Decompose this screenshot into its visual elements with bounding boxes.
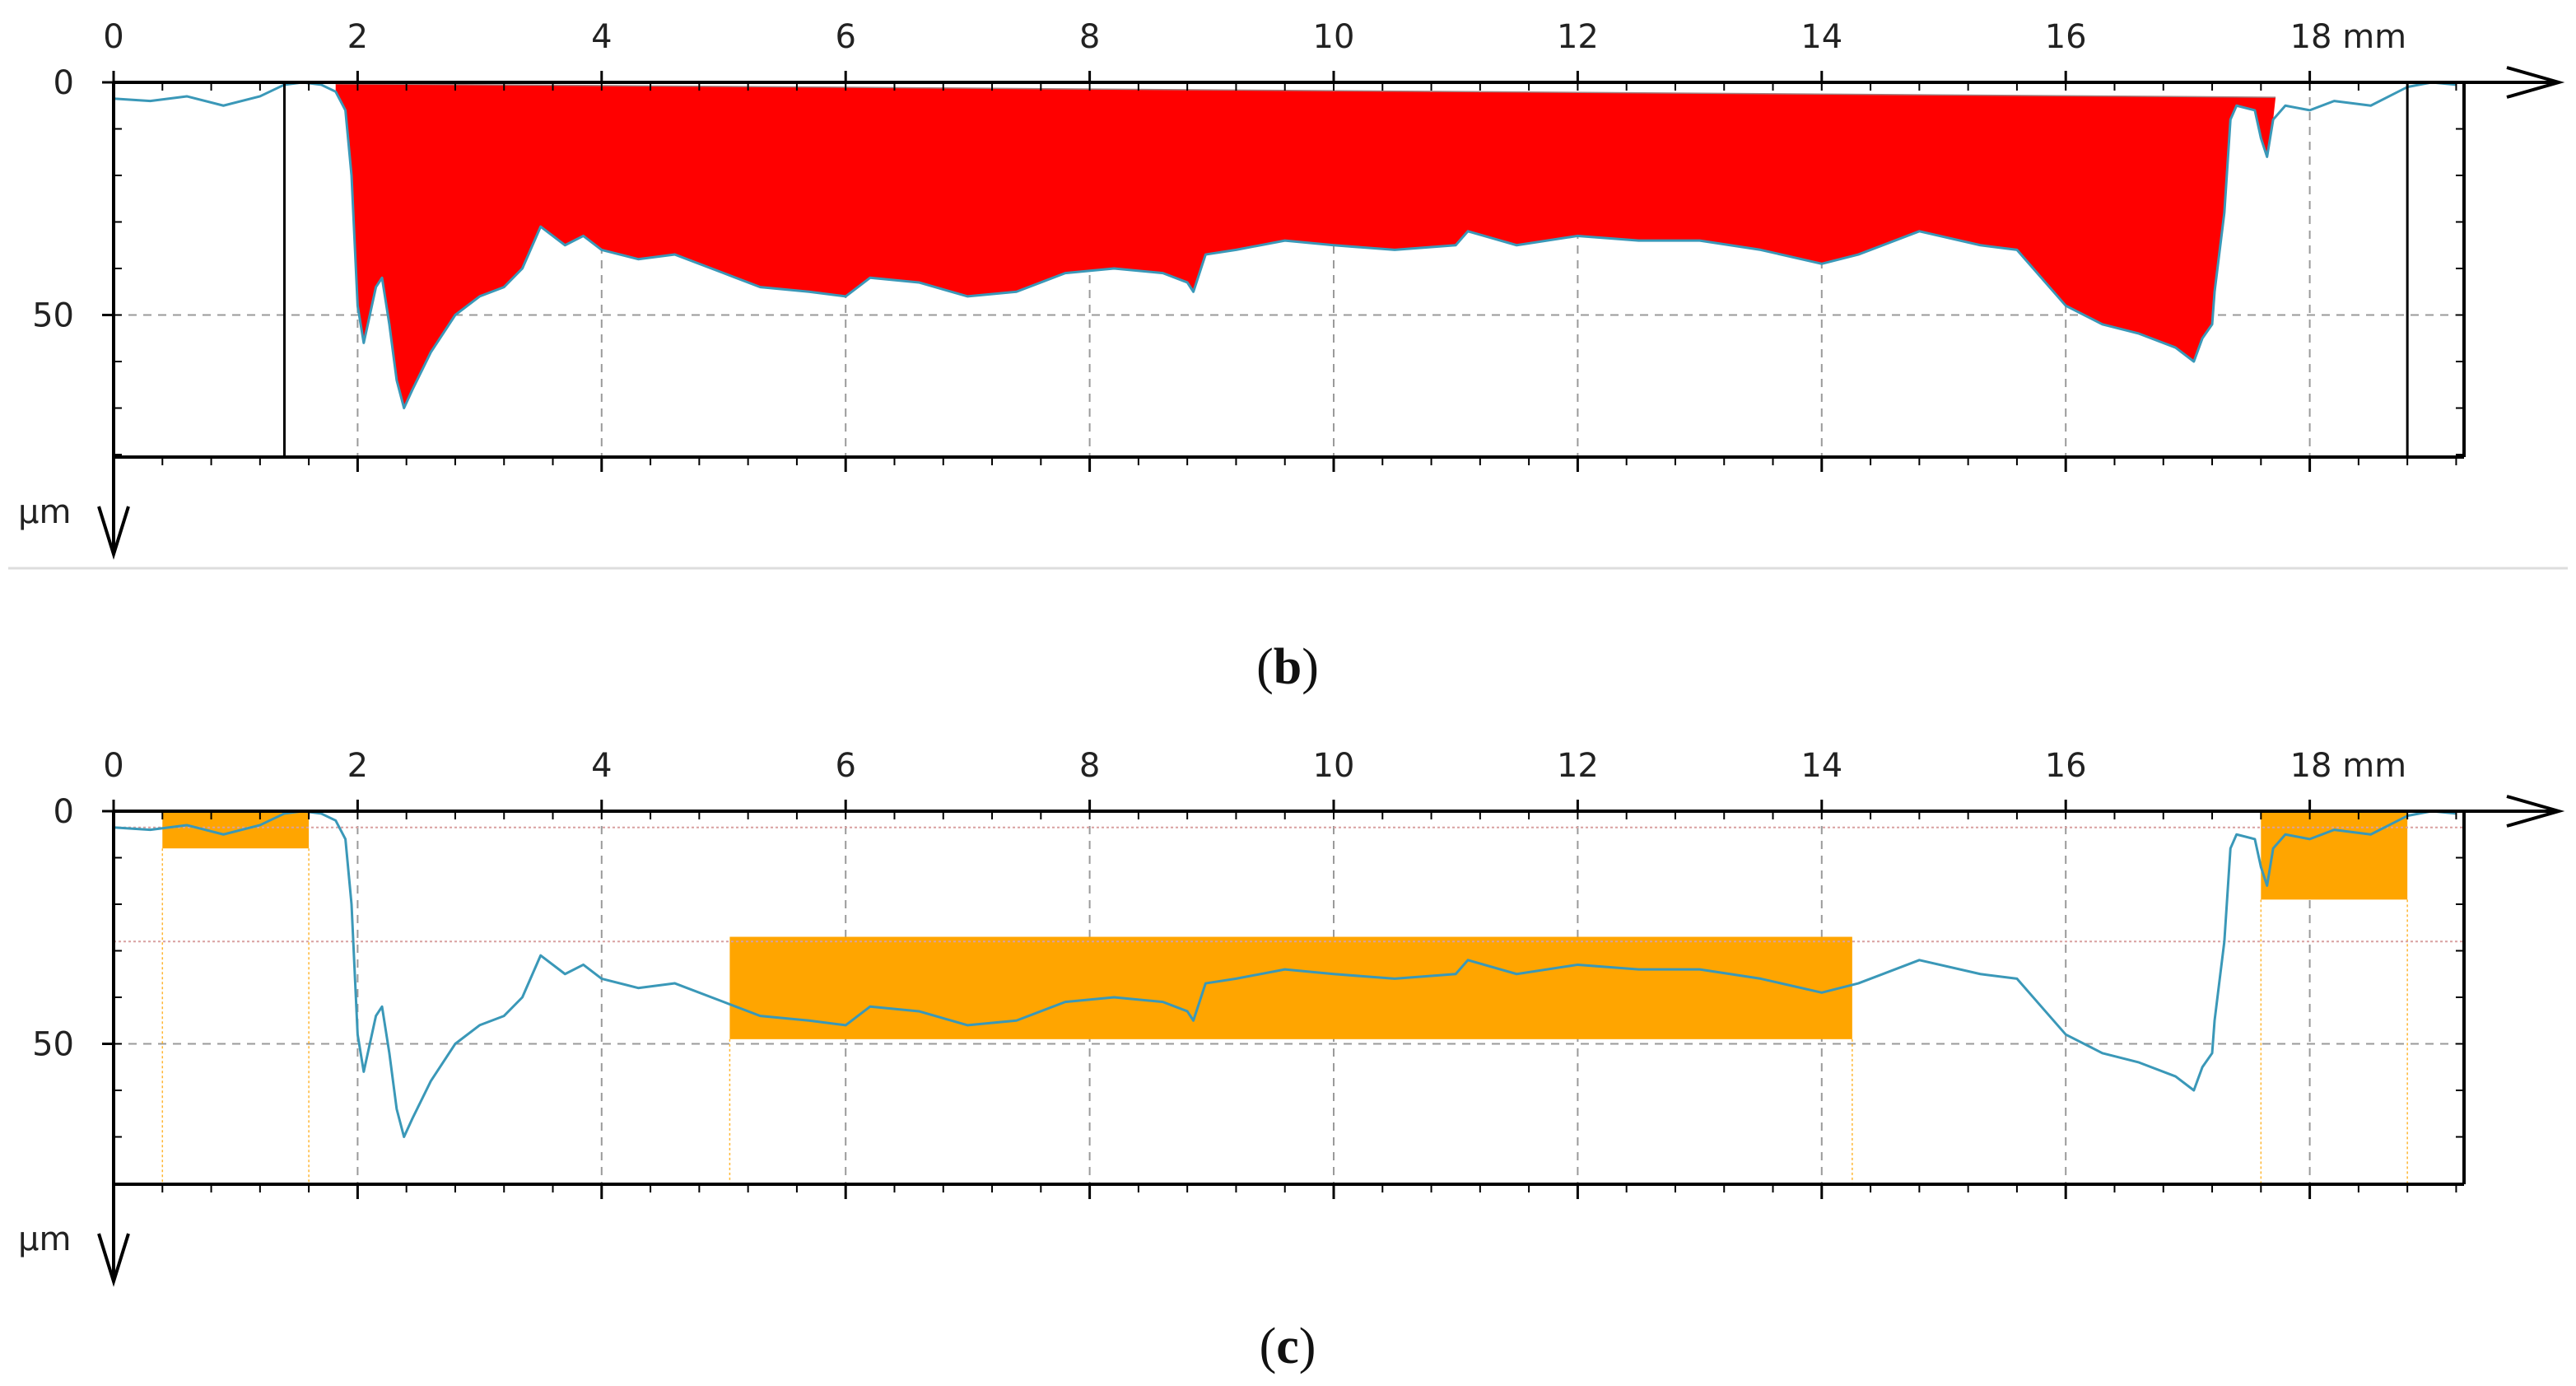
- caption-c: (c): [1260, 1318, 1316, 1374]
- x-tick-label: 10: [1313, 747, 1355, 785]
- x-tick-label: 14: [1800, 18, 1842, 56]
- x-tick-label: 6: [835, 18, 855, 56]
- x-axis-arrow: [2506, 66, 2565, 99]
- y-tick-label: 0: [54, 793, 74, 831]
- x-tick-label: 18 mm: [2290, 18, 2407, 56]
- x-tick-label: 8: [1079, 18, 1100, 56]
- caption-b-open: (: [1256, 639, 1274, 695]
- x-tick-label: 16: [2045, 747, 2087, 785]
- filled-area: [335, 83, 2276, 408]
- profile-line: [113, 810, 2457, 1138]
- profile-line: [113, 81, 2457, 409]
- x-tick-label: 4: [591, 747, 612, 785]
- x-tick-label: 16: [2045, 18, 2087, 56]
- x-tick-label: 12: [1557, 747, 1599, 785]
- caption-c-close: ): [1299, 1318, 1316, 1374]
- y-tick-label: 50: [32, 1026, 74, 1064]
- x-tick-label: 0: [103, 18, 123, 56]
- caption-b: (b): [1256, 639, 1319, 695]
- y-unit-label: µm: [18, 1220, 71, 1258]
- reference-line: [335, 82, 2276, 98]
- y-tick-label: 0: [54, 64, 74, 102]
- caption-c-letter: c: [1276, 1318, 1299, 1374]
- x-tick-label: 14: [1800, 747, 1842, 785]
- panel-c-chart: 0 2 4 6 8 10 12 14 16 18 mm 0 50 µm: [18, 747, 2565, 1287]
- x-tick-label: 0: [103, 747, 123, 785]
- y-tick-label: 50: [32, 297, 74, 335]
- y-axis-arrow: [97, 1233, 130, 1287]
- x-tick-label: 6: [835, 747, 855, 785]
- highlight-box: [162, 811, 310, 849]
- y-axis-arrow: [97, 506, 130, 560]
- x-tick-label: 10: [1313, 18, 1355, 56]
- x-tick-label: 2: [347, 747, 368, 785]
- x-tick-label: 8: [1079, 747, 1100, 785]
- panel-b-chart: 0 2 4 6 8 10 12 14 16 18 mm 0 50 µm: [18, 18, 2565, 560]
- x-tick-label: 4: [591, 18, 612, 56]
- x-tick-label: 2: [347, 18, 368, 56]
- x-axis-arrow: [2506, 795, 2565, 828]
- highlight-box: [729, 936, 1852, 1039]
- caption-b-close: ): [1302, 639, 1319, 695]
- y-unit-label: µm: [18, 493, 71, 531]
- x-tick-label: 18 mm: [2290, 747, 2407, 785]
- highlight-box: [2261, 811, 2408, 900]
- x-tick-label: 12: [1557, 18, 1599, 56]
- caption-b-letter: b: [1274, 639, 1302, 695]
- caption-c-open: (: [1260, 1318, 1277, 1374]
